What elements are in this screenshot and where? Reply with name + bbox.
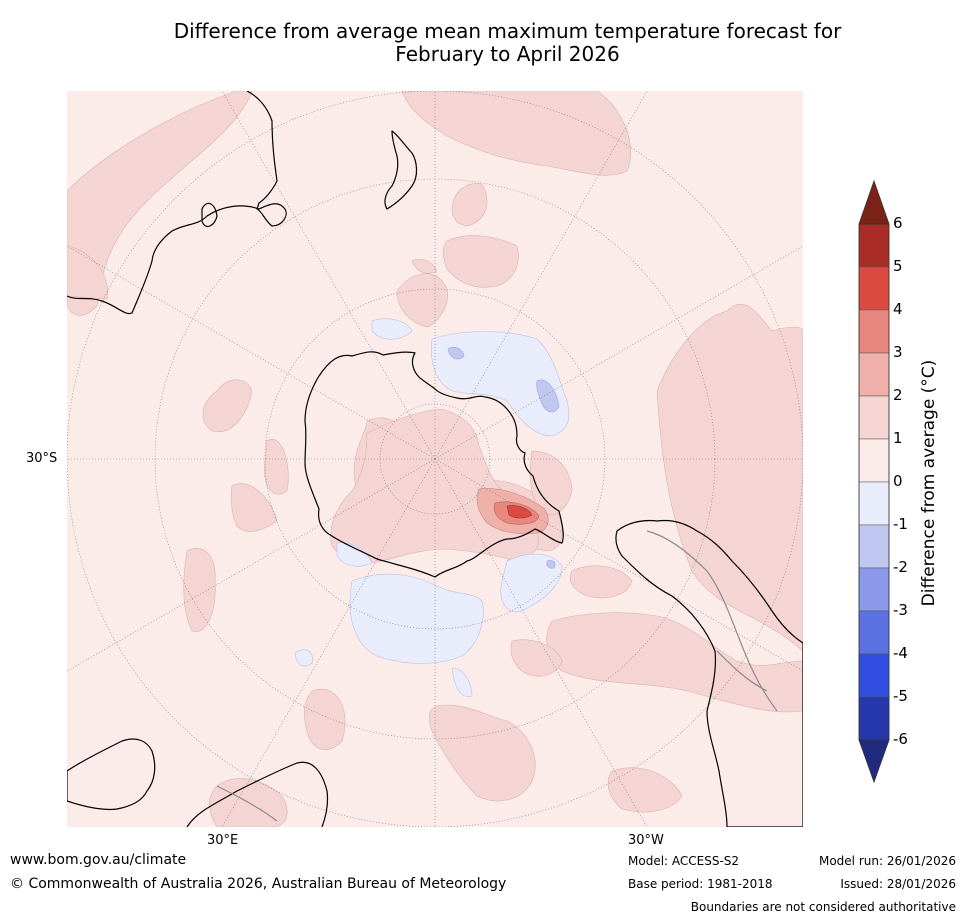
colorbar-under-arrow	[858, 739, 890, 784]
latitude-label-30s: 30°S	[26, 451, 58, 466]
longitude-label-30w: 30°W	[628, 833, 664, 848]
colorbar-frame	[858, 223, 890, 741]
chart-title: Difference from average mean maximum tem…	[60, 20, 955, 66]
base-period: Base period: 1981-2018	[628, 877, 773, 891]
colorbar-tick-label: -2	[893, 558, 908, 576]
africa-outline	[67, 91, 287, 315]
title-line-2: February to April 2026	[395, 42, 620, 66]
antarctica-outline	[304, 351, 564, 578]
colorbar-tick-label: -4	[893, 644, 908, 662]
madagascar-outline	[201, 202, 218, 228]
colorbar-tick-label: -6	[893, 730, 908, 748]
anomaly-1-to-2-areas	[67, 91, 803, 827]
anomaly-minus1-to-minus2-areas	[447, 347, 560, 569]
colorbar-tick-label: 2	[893, 386, 903, 404]
colorbar-bin	[858, 266, 890, 311]
issued-date: Issued: 28/01/2026	[840, 877, 956, 891]
colorbar-tick-label: 5	[893, 257, 903, 275]
model-name: Model: ACCESS-S2	[628, 854, 740, 868]
colorbar-tick-label: 3	[893, 343, 903, 361]
title-line-1: Difference from average mean maximum tem…	[173, 19, 842, 43]
colorbar-bin	[858, 524, 890, 569]
colorbar-bin	[858, 567, 890, 612]
anomaly-0-to-minus1-areas	[294, 318, 570, 697]
colorbar-tick-label: 0	[893, 472, 903, 490]
coastlines	[67, 91, 803, 827]
boundaries-disclaimer: Boundaries are not considered authoritat…	[690, 900, 956, 914]
website-link[interactable]: www.bom.gov.au/climate	[10, 852, 187, 868]
colorbar-bin	[858, 395, 890, 440]
colorbar-bin	[858, 352, 890, 397]
colorbar-tick-label: 6	[893, 214, 903, 232]
new-zealand-outline	[384, 130, 418, 210]
colorbar-bin	[858, 696, 890, 741]
australia-outline	[67, 738, 156, 811]
colorbar-tick-label: 1	[893, 429, 903, 447]
colorbar-tick-label: -3	[893, 601, 908, 619]
antarctic-anomaly-areas	[330, 408, 540, 564]
colorbar-tick-label: -1	[893, 515, 908, 533]
copyright-notice: © Commonwealth of Australia 2026, Austra…	[10, 876, 507, 892]
forecast-map	[67, 91, 803, 827]
colorbar-bin	[858, 653, 890, 698]
graticule	[67, 91, 803, 827]
colorbar-bin	[858, 481, 890, 526]
colorbar-bins	[858, 223, 890, 741]
colorbar	[858, 180, 890, 784]
colorbar-bin	[858, 610, 890, 655]
colorbar-title: Difference from average (°C)	[919, 359, 939, 607]
colorbar-bin	[858, 309, 890, 354]
colorbar-tick-label: -5	[893, 687, 908, 705]
longitude-label-30e: 30°E	[207, 833, 239, 848]
colorbar-over-arrow	[858, 180, 890, 225]
model-run-date: Model run: 26/01/2026	[818, 854, 956, 868]
country-borders	[216, 530, 778, 822]
colorbar-bin	[858, 223, 890, 268]
south-america-outline	[615, 519, 803, 827]
hotspot-anomaly	[476, 488, 549, 535]
colorbar-tick-label: 4	[893, 300, 903, 318]
colorbar-bin	[858, 438, 890, 483]
